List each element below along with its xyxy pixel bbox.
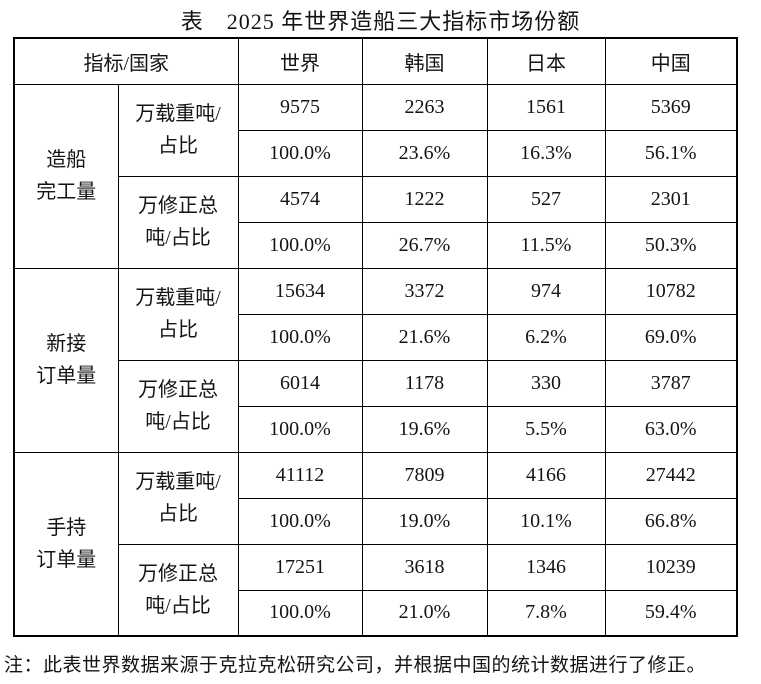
share-cell: 100.0% xyxy=(237,589,363,637)
value-cell: 3787 xyxy=(604,359,738,407)
unit-label-cell: 万修正总 吨/占比 xyxy=(117,359,239,453)
unit-label-line: 万载重吨/ xyxy=(135,471,221,493)
table-row: 万修正总 吨/占比 4574 1222 527 2301 xyxy=(14,175,738,269)
footnote: 注：此表世界数据来源于克拉克松研究公司，并根据中国的统计数据进行了修正。 xyxy=(4,655,707,676)
share-cell: 100.0% xyxy=(237,405,363,453)
unit-label-cell: 万修正总 吨/占比 xyxy=(117,543,239,637)
unit-label-line: 万载重吨/ xyxy=(135,287,221,309)
share-cell: 56.1% xyxy=(604,129,738,177)
share-cell: 16.3% xyxy=(486,129,606,177)
unit-label-cell: 万修正总 吨/占比 xyxy=(117,175,239,269)
unit-label-cell: 万载重吨/ 占比 xyxy=(117,267,239,361)
table-title: 表 2025 年世界造船三大指标市场份额 xyxy=(180,9,581,34)
column-header-china: 中国 xyxy=(604,37,738,85)
unit-label-line: 占比 xyxy=(158,319,198,341)
table-row: 100.0% 19.6% 5.5% 63.0% xyxy=(14,405,738,453)
value-cell: 4574 xyxy=(237,175,363,223)
share-cell: 23.6% xyxy=(361,129,488,177)
value-cell: 41112 xyxy=(237,451,363,499)
unit-label-line: 万载重吨/ xyxy=(135,103,221,125)
group-label-line: 造船 xyxy=(46,149,87,171)
value-cell: 10782 xyxy=(604,267,738,315)
value-cell: 15634 xyxy=(237,267,363,315)
group-label-line: 新接 xyxy=(46,333,87,355)
share-cell: 21.6% xyxy=(361,313,488,361)
table-row: 100.0% 21.0% 7.8% 59.4% xyxy=(14,589,738,637)
group-label-cell-orderbook: 手持 订单量 xyxy=(13,451,119,637)
table-row: 造船 完工量 万载重吨/ 占比 9575 2263 1561 5369 xyxy=(13,83,738,269)
unit-label-line: 万修正总 xyxy=(138,195,218,217)
share-cell: 19.6% xyxy=(361,405,488,453)
header-indicator-country: 指标/国家 xyxy=(13,37,239,85)
unit-label-cell: 万载重吨/ 占比 xyxy=(117,451,239,545)
share-cell: 100.0% xyxy=(237,129,363,177)
share-cell: 100.0% xyxy=(237,221,363,269)
value-cell: 2301 xyxy=(604,175,738,223)
value-cell: 7809 xyxy=(361,451,488,499)
value-cell: 27442 xyxy=(604,451,738,499)
value-cell: 4166 xyxy=(486,451,606,499)
table-row: 万修正总 吨/占比 17251 3618 1346 10239 xyxy=(14,543,738,637)
group-label-line: 订单量 xyxy=(36,548,97,571)
value-cell: 1346 xyxy=(486,543,606,591)
column-header-japan: 日本 xyxy=(486,37,606,85)
table-row: 万修正总 吨/占比 6014 1178 330 3787 xyxy=(14,359,738,453)
table-row: 手持 订单量 万载重吨/ 占比 41112 7809 4166 27442 xyxy=(13,451,738,637)
share-cell: 100.0% xyxy=(237,313,363,361)
share-cell: 26.7% xyxy=(361,221,488,269)
value-cell: 3618 xyxy=(361,543,488,591)
share-cell: 50.3% xyxy=(604,221,738,269)
value-cell: 6014 xyxy=(237,359,363,407)
share-cell: 19.0% xyxy=(361,497,488,545)
group-label-line: 完工量 xyxy=(36,181,97,203)
value-cell: 527 xyxy=(486,175,606,223)
group-label-line: 手持 xyxy=(46,516,87,539)
value-cell: 1178 xyxy=(361,359,488,407)
share-cell: 66.8% xyxy=(604,497,738,545)
share-cell: 10.1% xyxy=(486,497,606,545)
value-cell: 17251 xyxy=(237,543,363,591)
share-cell: 5.5% xyxy=(486,405,606,453)
share-cell: 21.0% xyxy=(361,589,488,637)
unit-label-cell: 万载重吨/ 占比 xyxy=(117,83,239,177)
unit-label-line: 万修正总 xyxy=(138,379,218,401)
table-row: 100.0% 23.6% 16.3% 56.1% xyxy=(14,129,738,177)
share-cell: 7.8% xyxy=(486,589,606,637)
table-row: 100.0% 21.6% 6.2% 69.0% xyxy=(14,313,738,361)
value-cell: 3372 xyxy=(361,267,488,315)
unit-label-line: 占比 xyxy=(158,503,198,525)
value-cell: 1561 xyxy=(486,83,606,131)
share-cell: 69.0% xyxy=(604,313,738,361)
share-cell: 11.5% xyxy=(486,221,606,269)
share-cell: 100.0% xyxy=(237,497,363,545)
table-header-row: 指标/国家 世界 韩国 日本 中国 xyxy=(13,37,738,85)
column-header-korea: 韩国 xyxy=(361,37,488,85)
group-label-cell-completions: 造船 完工量 xyxy=(13,83,119,269)
value-cell: 1222 xyxy=(361,175,488,223)
group-label-cell-new-orders: 新接 订单量 xyxy=(13,267,119,453)
shipbuilding-market-share-table: 指标/国家 世界 韩国 日本 中国 造船 完工量 万载重吨/ 占比 9575 2… xyxy=(13,37,738,637)
table-row: 100.0% 19.0% 10.1% 66.8% xyxy=(14,497,738,545)
column-header-world: 世界 xyxy=(237,37,363,85)
unit-label-line: 吨/占比 xyxy=(145,594,211,617)
unit-label-line: 万修正总 xyxy=(138,562,218,585)
table-row: 100.0% 26.7% 11.5% 50.3% xyxy=(14,221,738,269)
share-cell: 59.4% xyxy=(604,589,738,637)
value-cell: 974 xyxy=(486,267,606,315)
value-cell: 9575 xyxy=(237,83,363,131)
unit-label-line: 吨/占比 xyxy=(145,227,211,249)
value-cell: 5369 xyxy=(604,83,738,131)
value-cell: 10239 xyxy=(604,543,738,591)
value-cell: 2263 xyxy=(361,83,488,131)
value-cell: 330 xyxy=(486,359,606,407)
unit-label-line: 占比 xyxy=(158,135,198,157)
unit-label-line: 吨/占比 xyxy=(145,411,211,433)
group-label-line: 订单量 xyxy=(36,365,97,387)
share-cell: 63.0% xyxy=(604,405,738,453)
table-row: 新接 订单量 万载重吨/ 占比 15634 3372 974 10782 xyxy=(13,267,738,453)
share-cell: 6.2% xyxy=(486,313,606,361)
